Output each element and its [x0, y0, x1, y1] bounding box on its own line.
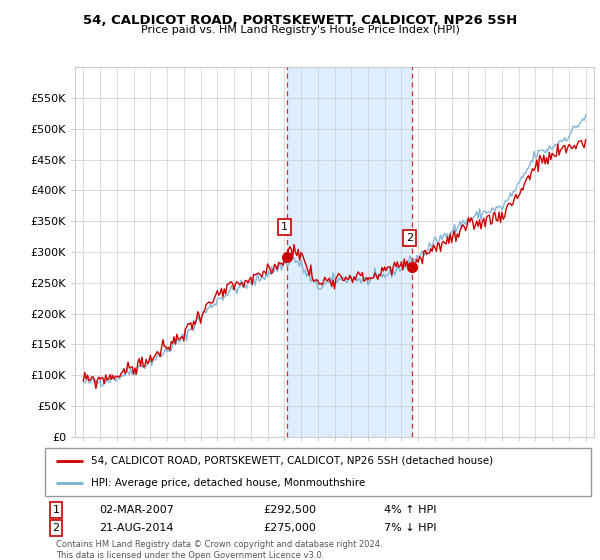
Text: 02-MAR-2007: 02-MAR-2007 [100, 505, 175, 515]
Bar [287, 67, 412, 437]
Text: 21-AUG-2014: 21-AUG-2014 [100, 523, 174, 533]
Text: 7% ↓ HPI: 7% ↓ HPI [383, 523, 436, 533]
Text: Price paid vs. HM Land Registry's House Price Index (HPI): Price paid vs. HM Land Registry's House … [140, 25, 460, 35]
Text: £275,000: £275,000 [263, 523, 316, 533]
Text: 4% ↑ HPI: 4% ↑ HPI [383, 505, 436, 515]
Text: 54, CALDICOT ROAD, PORTSKEWETT, CALDICOT, NP26 5SH: 54, CALDICOT ROAD, PORTSKEWETT, CALDICOT… [83, 14, 517, 27]
Text: 54, CALDICOT ROAD, PORTSKEWETT, CALDICOT, NP26 5SH (detached house): 54, CALDICOT ROAD, PORTSKEWETT, CALDICOT… [91, 456, 494, 466]
Text: £292,500: £292,500 [263, 505, 316, 515]
Text: 2: 2 [52, 523, 59, 533]
Text: Contains HM Land Registry data © Crown copyright and database right 2024.
This d: Contains HM Land Registry data © Crown c… [56, 540, 383, 560]
Text: HPI: Average price, detached house, Monmouthshire: HPI: Average price, detached house, Monm… [91, 478, 365, 488]
Text: 1: 1 [52, 505, 59, 515]
Text: 1: 1 [281, 222, 288, 232]
FancyBboxPatch shape [45, 448, 591, 496]
Text: 2: 2 [406, 233, 413, 243]
